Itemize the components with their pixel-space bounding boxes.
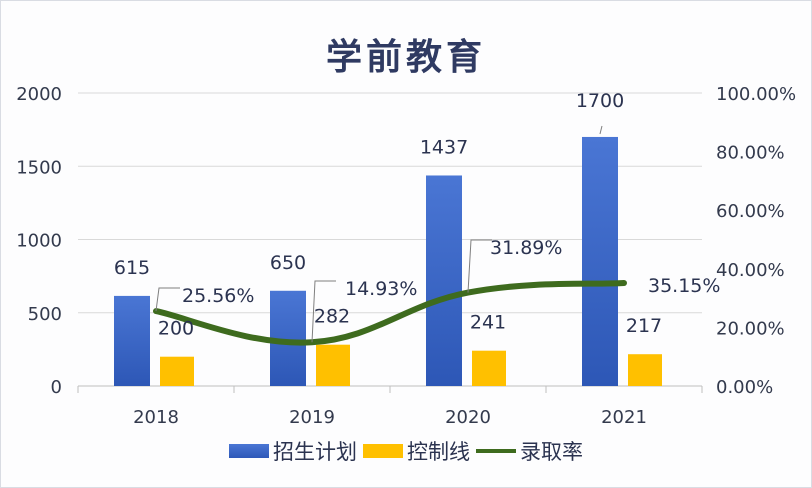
line-rate <box>153 280 627 346</box>
bar-control <box>316 344 350 386</box>
right-axis-tick: 0.00% <box>716 377 773 398</box>
left-axis-tick: 1000 <box>16 231 62 252</box>
left-axis-tick: 2000 <box>16 84 62 105</box>
bar-control <box>472 350 506 386</box>
legend-swatch-control <box>363 444 403 458</box>
left-axis-tick: 1500 <box>16 157 62 178</box>
right-axis-tick: 40.00% <box>716 260 785 281</box>
data-label-control: 200 <box>158 318 194 340</box>
x-axis-label: 2020 <box>445 407 491 428</box>
data-label-rate: 25.56% <box>182 285 254 307</box>
leader-line <box>311 280 336 343</box>
right-axis-tick: 20.00% <box>716 318 785 339</box>
left-axis-tick: 500 <box>28 304 62 325</box>
x-axis-label: 2018 <box>133 407 179 428</box>
legend: 招生计划 控制线 录取率 <box>0 436 812 466</box>
x-axis-label: 2019 <box>289 407 335 428</box>
left-axis-tick: 0 <box>51 377 62 398</box>
right-axis-tick: 100.00% <box>716 84 796 105</box>
bar-plan <box>426 175 462 386</box>
leader-line <box>467 239 492 293</box>
legend-label-rate: 录取率 <box>520 440 583 464</box>
legend-item-control: 控制线 <box>363 436 470 466</box>
data-label-plan: 615 <box>114 257 150 279</box>
right-axis-tick: 60.00% <box>716 201 785 222</box>
data-label-control: 217 <box>626 315 662 337</box>
leader-line <box>599 125 603 135</box>
data-label-control: 241 <box>470 312 506 334</box>
legend-label-control: 控制线 <box>407 440 470 464</box>
data-label-rate: 35.15% <box>648 275 720 297</box>
legend-swatch-plan <box>229 444 269 458</box>
x-axis-label: 2021 <box>601 407 647 428</box>
data-label-rate: 31.89% <box>490 237 562 259</box>
bar-control <box>160 356 194 386</box>
data-label-plan: 1437 <box>420 136 468 158</box>
data-label-plan: 650 <box>270 252 306 274</box>
legend-label-plan: 招生计划 <box>273 440 357 464</box>
bar-plan <box>114 295 150 386</box>
bar-control <box>628 354 662 386</box>
leader-line <box>155 287 180 312</box>
legend-item-rate: 录取率 <box>476 436 583 466</box>
data-label-plan: 1700 <box>576 90 624 112</box>
legend-item-plan: 招生计划 <box>229 436 357 466</box>
chart-title: 学前教育 <box>325 36 486 78</box>
bar-plan <box>582 136 618 386</box>
data-label-rate: 14.93% <box>345 278 417 300</box>
right-axis-tick: 80.00% <box>716 143 785 164</box>
legend-swatch-rate <box>476 449 516 453</box>
data-label-control: 282 <box>314 306 350 328</box>
